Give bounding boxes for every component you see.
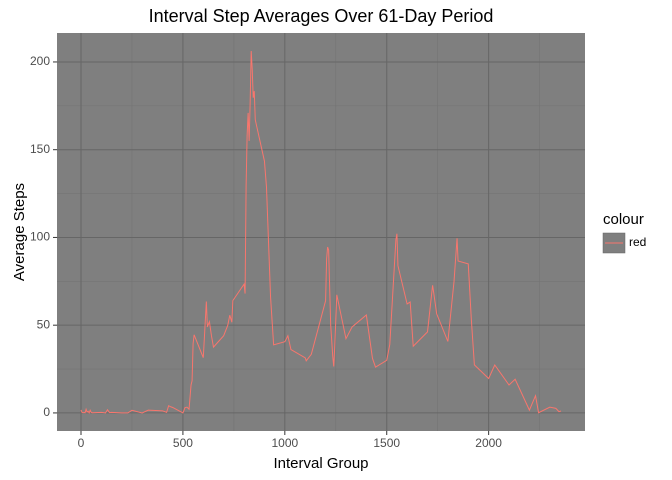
y-tick-label: 200 [30, 54, 50, 68]
plot-panel [57, 33, 585, 431]
y-tick-label: 50 [37, 317, 51, 331]
x-tick-label: 0 [78, 436, 85, 450]
x-tick-label: 1500 [373, 436, 400, 450]
x-tick-label: 500 [173, 436, 193, 450]
y-tick-label: 150 [30, 142, 50, 156]
y-axis-title: Average Steps [11, 183, 28, 281]
legend-title: colour [603, 211, 644, 228]
x-tick-label: 2000 [475, 436, 502, 450]
chart-title: Interval Step Averages Over 61-Day Perio… [149, 6, 494, 26]
data-line [80, 51, 562, 415]
y-tick-label: 100 [30, 230, 50, 244]
legend-label: red [629, 235, 646, 249]
x-tick-label: 1000 [271, 436, 298, 450]
y-tick-label: 0 [43, 405, 50, 419]
x-axis-title: Interval Group [273, 455, 368, 472]
